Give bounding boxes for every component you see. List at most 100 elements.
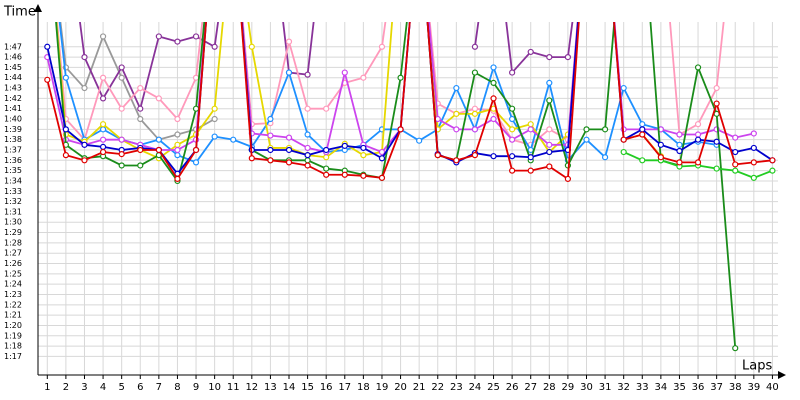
x-tick-label: 13 bbox=[264, 382, 277, 393]
data-point bbox=[509, 115, 516, 123]
data-point bbox=[620, 136, 627, 143]
data-point bbox=[285, 69, 293, 76]
data-point bbox=[490, 95, 497, 102]
x-tick-label: 28 bbox=[543, 382, 556, 393]
data-point bbox=[99, 33, 107, 40]
x-tick-label: 31 bbox=[599, 382, 612, 393]
x-tick-label: 32 bbox=[617, 382, 630, 393]
data-point bbox=[174, 141, 181, 148]
data-point bbox=[378, 148, 386, 156]
data-point bbox=[434, 152, 441, 159]
data-point bbox=[192, 74, 200, 81]
data-point bbox=[750, 130, 757, 137]
data-point bbox=[341, 69, 348, 76]
data-point bbox=[713, 165, 720, 172]
data-point bbox=[192, 159, 200, 166]
y-tick-label: 1:20 bbox=[4, 321, 22, 330]
data-point bbox=[453, 157, 460, 164]
data-point bbox=[267, 115, 274, 123]
data-point bbox=[471, 152, 479, 159]
data-point bbox=[174, 146, 181, 154]
data-point bbox=[769, 167, 776, 174]
data-point bbox=[527, 126, 534, 133]
data-point bbox=[694, 131, 702, 138]
data-point bbox=[341, 142, 348, 149]
data-point bbox=[99, 136, 107, 143]
data-point bbox=[323, 171, 330, 178]
data-point bbox=[248, 43, 255, 50]
data-point bbox=[471, 69, 479, 76]
x-tick-label: 34 bbox=[654, 382, 667, 393]
data-point bbox=[546, 126, 553, 133]
data-point bbox=[676, 131, 683, 138]
data-point bbox=[750, 174, 757, 181]
data-point bbox=[620, 84, 627, 92]
x-axis-label: Laps bbox=[742, 359, 772, 374]
data-point bbox=[99, 121, 107, 128]
data-point bbox=[323, 146, 330, 154]
x-tick-label: 1 bbox=[44, 382, 50, 393]
data-point bbox=[732, 161, 739, 168]
y-tick-label: 1:34 bbox=[4, 176, 22, 185]
data-point bbox=[453, 126, 460, 133]
x-tick-label: 29 bbox=[562, 382, 575, 393]
data-point bbox=[137, 115, 144, 123]
data-point bbox=[248, 155, 255, 162]
x-tick-label: 23 bbox=[450, 382, 463, 393]
data-point bbox=[174, 175, 181, 182]
y-tick-label: 1:41 bbox=[4, 104, 22, 113]
data-point bbox=[490, 153, 497, 160]
series-line bbox=[56, 22, 725, 146]
x-tick-label: 8 bbox=[174, 382, 180, 393]
data-point bbox=[564, 175, 571, 182]
data-point bbox=[676, 147, 683, 155]
data-point bbox=[118, 105, 125, 112]
y-tick-label: 1:36 bbox=[4, 156, 22, 165]
data-point bbox=[323, 105, 330, 112]
data-point bbox=[509, 105, 516, 112]
data-point bbox=[527, 48, 534, 56]
x-arrow bbox=[778, 371, 786, 379]
y-tick-label: 1:18 bbox=[4, 342, 22, 351]
data-point bbox=[304, 71, 311, 78]
data-point bbox=[267, 146, 274, 154]
data-point bbox=[304, 105, 311, 112]
data-point bbox=[527, 154, 534, 161]
y-tick-label: 1:22 bbox=[4, 300, 22, 309]
series-line bbox=[55, 22, 737, 349]
data-point bbox=[453, 84, 460, 92]
data-point bbox=[304, 152, 311, 159]
data-point bbox=[620, 148, 627, 156]
data-point bbox=[397, 74, 404, 81]
data-point bbox=[99, 74, 107, 81]
data-point bbox=[285, 159, 293, 166]
data-point bbox=[360, 144, 367, 152]
data-point bbox=[509, 153, 516, 160]
data-point bbox=[230, 136, 237, 143]
y-tick-label: 1:32 bbox=[4, 197, 22, 206]
y-tick-label: 1:35 bbox=[4, 166, 22, 175]
data-point bbox=[694, 64, 702, 71]
x-tick-label: 24 bbox=[469, 382, 482, 393]
data-point bbox=[174, 152, 181, 159]
data-point bbox=[99, 95, 107, 102]
data-point bbox=[471, 105, 479, 112]
plot-area bbox=[44, 22, 776, 352]
data-point bbox=[713, 100, 720, 107]
y-tick-label: 1:42 bbox=[4, 94, 22, 103]
data-point bbox=[192, 33, 200, 40]
data-point bbox=[211, 43, 218, 50]
y-tick-label: 1:17 bbox=[4, 352, 22, 361]
data-point bbox=[713, 84, 720, 92]
data-point bbox=[323, 165, 330, 172]
data-point bbox=[118, 74, 125, 81]
x-tick-label: 17 bbox=[338, 382, 351, 393]
y-tick-label: 1:28 bbox=[4, 238, 22, 247]
y-axis-label: Time bbox=[3, 5, 36, 20]
data-point bbox=[527, 167, 534, 174]
data-point bbox=[601, 126, 609, 133]
data-point bbox=[639, 121, 646, 128]
data-point bbox=[732, 167, 739, 174]
data-point bbox=[546, 148, 553, 156]
data-point bbox=[360, 74, 367, 81]
